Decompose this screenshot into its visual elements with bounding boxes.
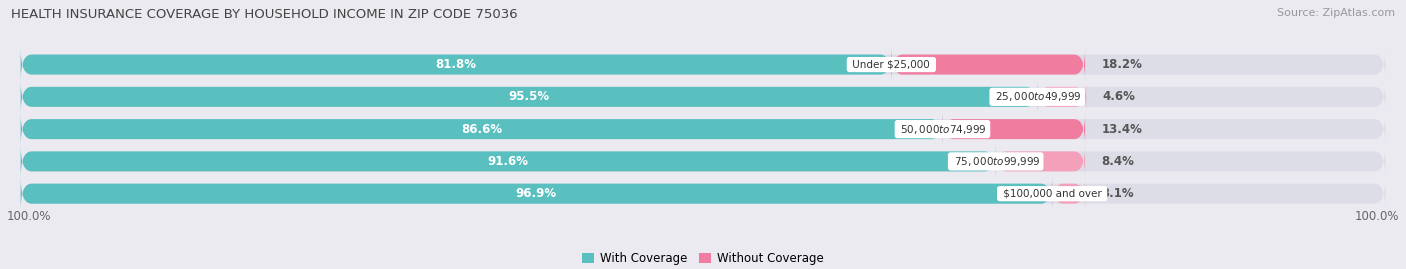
FancyBboxPatch shape: [942, 113, 1085, 145]
Text: 95.5%: 95.5%: [509, 90, 550, 103]
Text: HEALTH INSURANCE COVERAGE BY HOUSEHOLD INCOME IN ZIP CODE 75036: HEALTH INSURANCE COVERAGE BY HOUSEHOLD I…: [11, 8, 517, 21]
FancyBboxPatch shape: [21, 146, 995, 177]
FancyBboxPatch shape: [21, 146, 1385, 177]
Text: $50,000 to $74,999: $50,000 to $74,999: [897, 123, 987, 136]
Text: $100,000 and over: $100,000 and over: [1000, 189, 1105, 199]
Text: 18.2%: 18.2%: [1101, 58, 1142, 71]
Text: 86.6%: 86.6%: [461, 123, 502, 136]
Text: 91.6%: 91.6%: [488, 155, 529, 168]
Text: 81.8%: 81.8%: [436, 58, 477, 71]
Text: 13.4%: 13.4%: [1101, 123, 1142, 136]
FancyBboxPatch shape: [21, 178, 1052, 210]
Legend: With Coverage, Without Coverage: With Coverage, Without Coverage: [582, 252, 824, 265]
Text: 100.0%: 100.0%: [7, 210, 52, 223]
Text: $75,000 to $99,999: $75,000 to $99,999: [950, 155, 1040, 168]
FancyBboxPatch shape: [21, 81, 1385, 113]
FancyBboxPatch shape: [1038, 81, 1087, 113]
Text: Under $25,000: Under $25,000: [849, 59, 934, 70]
Text: $25,000 to $49,999: $25,000 to $49,999: [993, 90, 1083, 103]
Text: 4.6%: 4.6%: [1102, 90, 1136, 103]
FancyBboxPatch shape: [21, 178, 1385, 210]
FancyBboxPatch shape: [995, 146, 1085, 177]
Text: Source: ZipAtlas.com: Source: ZipAtlas.com: [1277, 8, 1395, 18]
FancyBboxPatch shape: [21, 49, 1385, 80]
FancyBboxPatch shape: [21, 113, 942, 145]
Text: 100.0%: 100.0%: [1354, 210, 1399, 223]
Text: 3.1%: 3.1%: [1101, 187, 1135, 200]
Text: 96.9%: 96.9%: [516, 187, 557, 200]
FancyBboxPatch shape: [1052, 178, 1085, 210]
FancyBboxPatch shape: [21, 49, 891, 80]
FancyBboxPatch shape: [21, 81, 1038, 113]
FancyBboxPatch shape: [21, 113, 1385, 145]
FancyBboxPatch shape: [891, 49, 1085, 80]
Text: 8.4%: 8.4%: [1101, 155, 1135, 168]
